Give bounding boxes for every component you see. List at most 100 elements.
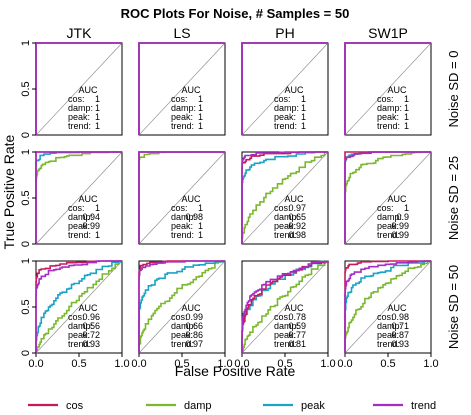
auc-value: 1	[198, 94, 203, 104]
auc-label: trend:	[171, 230, 194, 240]
roc-curve-trend	[344, 260, 432, 353]
x-tick-label: 1.0	[217, 358, 232, 370]
auc-value: 0.98	[185, 212, 203, 222]
chart-title: ROC Plots For Noise, # Samples = 50	[121, 6, 350, 21]
y-tick-label: 0	[20, 132, 32, 138]
roc-curve-trend	[241, 42, 328, 135]
auc-value: 1	[95, 121, 100, 131]
auc-label: cos:	[377, 94, 394, 104]
auc-header: AUC	[387, 194, 407, 204]
auc-value: 0.72	[82, 330, 100, 340]
auc-label: peak:	[274, 112, 296, 122]
auc-value: 0.96	[82, 312, 100, 322]
legend-item-peak: peak	[263, 400, 325, 412]
auc-header: AUC	[284, 194, 304, 204]
auc-value: 0.66	[185, 321, 203, 331]
y-tick-label: 1	[20, 40, 32, 46]
auc-label: damp:	[274, 103, 299, 113]
auc-value: 0.97	[288, 203, 306, 213]
auc-label: damp:	[68, 103, 93, 113]
diagonal-line	[241, 151, 329, 245]
auc-value: 0.81	[288, 339, 306, 349]
auc-header: AUC	[181, 194, 201, 204]
auc-label: damp:	[68, 212, 93, 222]
auc-label: damp:	[377, 321, 402, 331]
auc-header: AUC	[78, 85, 98, 95]
auc-value: 0.99	[391, 221, 409, 231]
auc-value: 0.87	[391, 330, 409, 340]
auc-value: 1	[404, 121, 409, 131]
auc-value: 1	[301, 121, 306, 131]
auc-label: peak:	[377, 112, 399, 122]
auc-label: cos:	[171, 203, 188, 213]
auc-label: cos:	[274, 94, 291, 104]
auc-header: AUC	[284, 303, 304, 313]
diagonal-line	[241, 42, 329, 136]
roc-curve-damp	[344, 260, 431, 353]
column-title-sw1p: SW1P	[368, 25, 408, 41]
x-axis-title: False Positive Rate	[175, 363, 296, 379]
y-tick-label: 0	[20, 241, 32, 247]
panel-r3-ls: 0.0 0.5 1.0 AUCcos:0.99damp:0.66peak:0.86tr…	[131, 260, 233, 370]
diagonal-line	[35, 42, 123, 136]
auc-value: 1	[198, 221, 203, 231]
legend-label-peak: peak	[301, 400, 325, 412]
auc-value: 0.65	[288, 212, 306, 222]
auc-label: trend:	[377, 339, 400, 349]
auc-header: AUC	[78, 194, 98, 204]
diagonal-line	[241, 260, 329, 354]
diagonal-line	[35, 151, 123, 245]
y-tick-label: 1	[20, 149, 32, 155]
auc-label: peak:	[68, 330, 90, 340]
auc-label: cos:	[274, 203, 291, 213]
auc-label: peak:	[68, 221, 90, 231]
panel-r3-ph: 0.0 0.5 1.0 AUCcos:0.78damp:0.59peak:0.77tr…	[234, 260, 336, 370]
auc-value: 0.86	[185, 330, 203, 340]
roc-curve-trend	[138, 151, 225, 244]
auc-label: damp:	[377, 103, 402, 113]
roc-curve-trend	[35, 260, 122, 353]
auc-label: trend:	[377, 121, 400, 131]
column-title-jtk: JTK	[67, 25, 93, 41]
roc-curve-damp	[35, 260, 123, 354]
auc-value: 1	[301, 103, 306, 113]
auc-label: trend:	[68, 339, 91, 349]
auc-value: 1	[95, 230, 100, 240]
auc-value: 1	[95, 103, 100, 113]
auc-label: trend:	[171, 121, 194, 131]
auc-value: 0.56	[82, 321, 100, 331]
row-title-1: Noise SD = 0	[446, 51, 461, 128]
roc-curve-cos	[344, 260, 431, 353]
legend-label-cos: cos	[66, 400, 84, 412]
roc-curve-damp	[241, 151, 328, 244]
x-tick-label: 0.5	[277, 358, 292, 370]
auc-label: trend:	[274, 121, 297, 131]
auc-value: 0.98	[391, 312, 409, 322]
legend-item-cos: cos	[28, 400, 84, 412]
column-title-ph: PH	[275, 25, 294, 41]
auc-label: trend:	[171, 339, 194, 349]
roc-curve-trend	[241, 260, 329, 353]
auc-value: 0.98	[288, 230, 306, 240]
x-tick-label: 0.0	[28, 358, 43, 370]
auc-value: 1	[404, 103, 409, 113]
auc-label: peak:	[274, 330, 296, 340]
auc-label: damp:	[171, 212, 196, 222]
y-tick-label: 0.5	[20, 299, 32, 314]
x-tick-label: 0.5	[174, 358, 189, 370]
auc-value: 0.59	[288, 321, 306, 331]
auc-value: 1	[301, 112, 306, 122]
auc-value: 1	[95, 112, 100, 122]
auc-value: 1	[95, 94, 100, 104]
x-tick-label: 0.0	[337, 358, 352, 370]
auc-label: peak:	[68, 112, 90, 122]
